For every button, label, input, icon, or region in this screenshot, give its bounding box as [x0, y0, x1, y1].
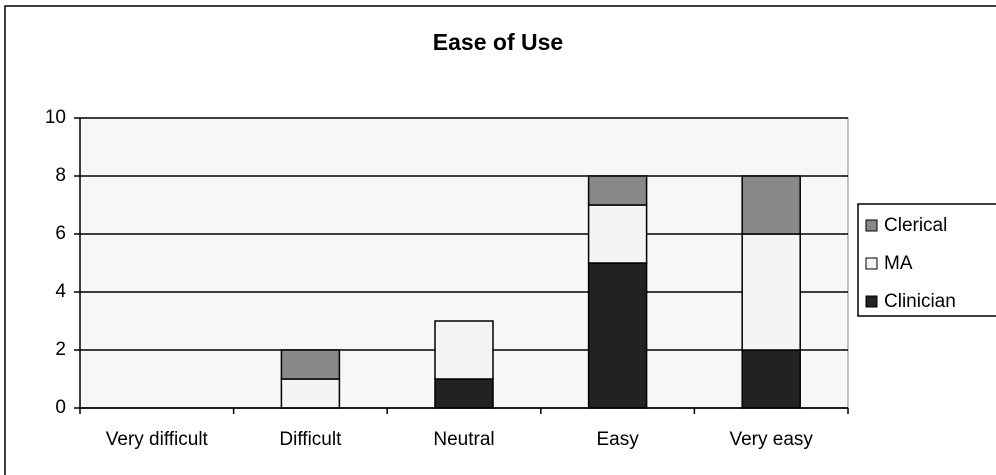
legend-swatch — [865, 295, 878, 308]
bar-segment — [741, 349, 801, 409]
legend-swatch — [865, 257, 878, 270]
x-tick-label: Neutral — [433, 429, 494, 450]
legend-box — [857, 203, 996, 317]
bar-segment — [741, 233, 801, 351]
chart-title: Ease of Use — [433, 29, 563, 55]
bar-segment — [741, 175, 801, 235]
bar-segment — [280, 378, 341, 409]
bar-segment — [587, 262, 648, 409]
legend-label: Clinician — [884, 291, 956, 312]
bar-segment — [280, 349, 341, 380]
y-tick-label: 10 — [45, 107, 66, 128]
y-tick-label: 2 — [55, 339, 66, 360]
bar-segment — [587, 204, 648, 264]
legend-label: MA — [884, 253, 913, 274]
x-tick-label: Very easy — [729, 429, 813, 450]
bar-segment — [434, 378, 494, 409]
x-tick-label: Easy — [596, 429, 639, 450]
legend-label: Clerical — [884, 215, 947, 236]
y-tick-label: 8 — [55, 165, 66, 186]
x-tick-label: Very difficult — [106, 429, 209, 450]
bar-segment — [587, 175, 648, 206]
y-tick-label: 0 — [55, 397, 66, 418]
y-tick-label: 4 — [55, 281, 66, 302]
x-tick-label: Difficult — [279, 429, 342, 450]
bar-segment — [434, 320, 494, 380]
legend-swatch — [865, 219, 878, 232]
y-tick-label: 6 — [55, 223, 66, 244]
